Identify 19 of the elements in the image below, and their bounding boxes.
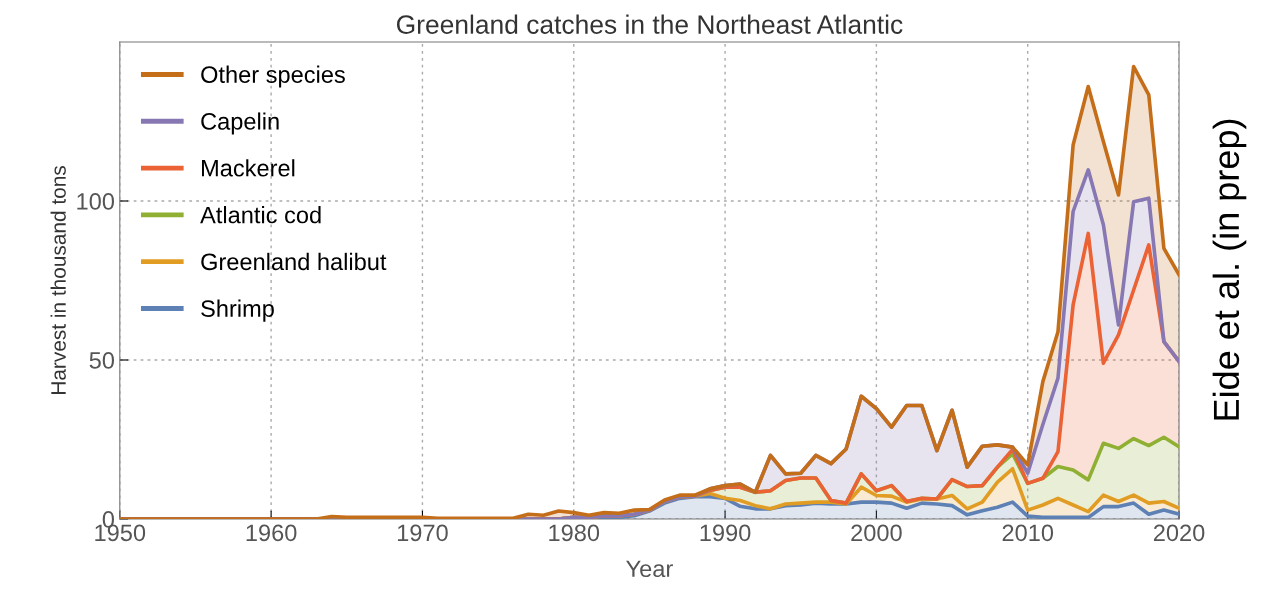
y-axis-title: Harvest in thousand tons bbox=[50, 166, 66, 395]
legend-label: Shrimp bbox=[201, 299, 274, 322]
legend-label: Other species bbox=[201, 65, 345, 88]
y-tick-label: 100 bbox=[77, 193, 115, 210]
y-tick-label: 50 bbox=[89, 352, 115, 369]
chart-title: Greenland catches in the Northeast Atlantic bbox=[396, 14, 903, 34]
legend-label: Atlantic cod bbox=[200, 206, 321, 224]
text: Eide et al. (in prep) bbox=[1212, 119, 1247, 420]
x-tick-label: 1990 bbox=[700, 524, 751, 542]
x-tick-label: 2010 bbox=[1002, 524, 1054, 542]
x-tick-label: 2000 bbox=[851, 524, 902, 542]
legend-label: Mackerel bbox=[202, 159, 295, 177]
legend-label: Greenland halibut bbox=[201, 252, 387, 271]
legend-label: Capelin bbox=[201, 112, 279, 135]
x-tick-label: 1970 bbox=[397, 524, 448, 542]
x-axis-title: Year bbox=[626, 560, 673, 578]
x-tick-label: 1960 bbox=[246, 524, 297, 542]
x-tick-label: 2020 bbox=[1153, 524, 1205, 542]
x-tick-label: 1980 bbox=[549, 524, 600, 542]
